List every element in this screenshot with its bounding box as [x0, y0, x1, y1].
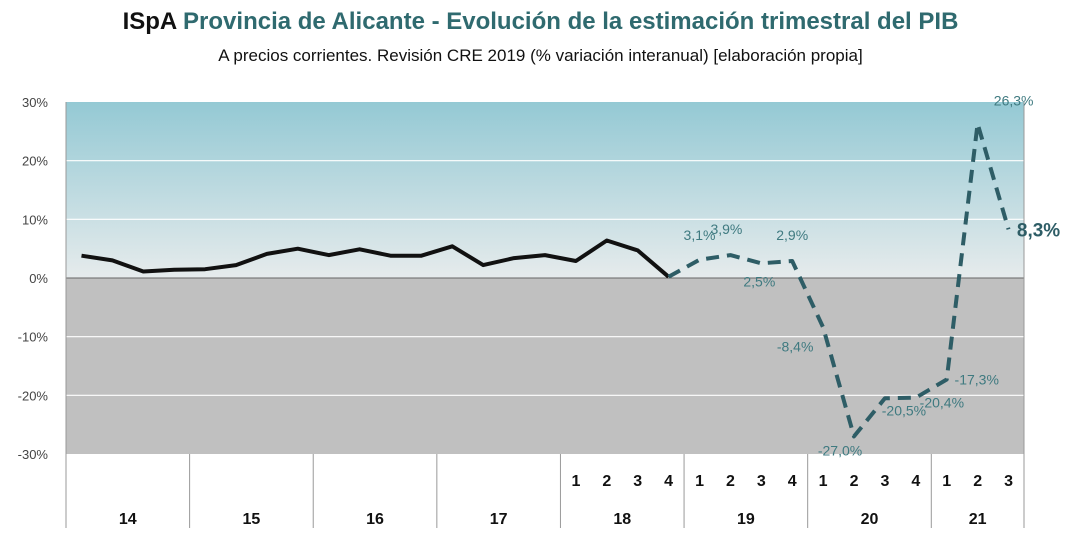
- year-label: 16: [366, 511, 384, 528]
- data-label: -20,5%: [882, 402, 926, 418]
- year-label: 14: [119, 511, 137, 528]
- quarter-label: 1: [942, 473, 951, 490]
- historical-series-line: [81, 238, 670, 279]
- quarter-label: 3: [757, 473, 766, 490]
- quarter-label: 1: [695, 473, 704, 490]
- quarter-label: 3: [633, 473, 642, 490]
- year-label: 21: [969, 511, 987, 528]
- y-tick-label: 10%: [22, 212, 48, 227]
- data-label: 3,9%: [710, 221, 742, 237]
- data-label: 3,1%: [684, 227, 716, 243]
- data-label: -17,3%: [955, 371, 999, 387]
- y-tick-label: 0%: [29, 271, 48, 286]
- y-tick-label: 30%: [22, 95, 48, 110]
- data-label: 2,9%: [776, 227, 808, 243]
- quarter-label: 2: [726, 473, 735, 490]
- quarter-label: 3: [880, 473, 889, 490]
- quarter-label: 1: [571, 473, 580, 490]
- year-label: 19: [737, 511, 755, 528]
- chart-subtitle: A precios corrientes. Revisión CRE 2019 …: [218, 46, 863, 65]
- year-label: 17: [490, 511, 508, 528]
- y-tick-label: -20%: [18, 388, 49, 403]
- data-label: 2,5%: [743, 273, 775, 289]
- data-label: -20,4%: [920, 395, 964, 411]
- chart-title: ISpA Provincia de Alicante - Evolución d…: [0, 8, 1081, 36]
- positive-area: [66, 102, 1024, 278]
- quarter-label: 4: [788, 473, 797, 490]
- quarter-label: 4: [911, 473, 920, 490]
- title-brand: ISpA: [122, 8, 177, 35]
- data-label: -27,0%: [818, 442, 862, 458]
- estimate-series-line: [667, 121, 1011, 439]
- year-label: 20: [861, 511, 879, 528]
- quarter-label: 2: [602, 473, 611, 490]
- quarter-label: 4: [664, 473, 673, 490]
- y-tick-label: -30%: [18, 447, 49, 462]
- data-label: 8,3%: [1017, 220, 1060, 241]
- year-label: 18: [613, 511, 631, 528]
- y-tick-label: 20%: [22, 154, 48, 169]
- negative-area: [66, 278, 1024, 454]
- title-main: Provincia de Alicante - Evolución de la …: [183, 8, 959, 35]
- y-tick-label: -10%: [18, 330, 49, 345]
- data-label: -8,4%: [777, 338, 814, 354]
- quarter-label: 1: [819, 473, 828, 490]
- quarter-label: 2: [973, 473, 982, 490]
- quarter-label: 2: [850, 473, 859, 490]
- data-label: 26,3%: [994, 93, 1034, 109]
- quarter-label: 3: [1004, 473, 1013, 490]
- year-label: 15: [243, 511, 261, 528]
